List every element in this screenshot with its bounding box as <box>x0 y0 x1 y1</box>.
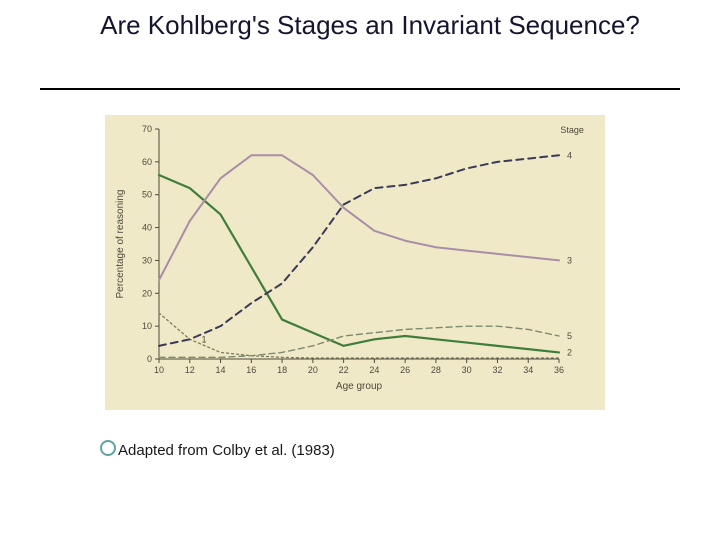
svg-text:60: 60 <box>142 157 152 167</box>
svg-text:5: 5 <box>567 331 572 341</box>
svg-text:34: 34 <box>523 365 533 375</box>
title-block: Are Kohlberg's Stages an Invariant Seque… <box>80 10 660 49</box>
svg-text:16: 16 <box>246 365 256 375</box>
svg-text:12: 12 <box>185 365 195 375</box>
bullet-icon <box>100 440 116 456</box>
svg-text:Age group: Age group <box>336 381 383 392</box>
svg-text:26: 26 <box>400 365 410 375</box>
svg-text:20: 20 <box>308 365 318 375</box>
svg-text:30: 30 <box>462 365 472 375</box>
caption-line: Adapted from Colby et al. (1983) <box>100 440 335 459</box>
svg-text:0: 0 <box>147 354 152 364</box>
slide: Are Kohlberg's Stages an Invariant Seque… <box>0 0 720 540</box>
slide-title: Are Kohlberg's Stages an Invariant Seque… <box>80 10 660 41</box>
svg-text:24: 24 <box>369 365 379 375</box>
svg-text:14: 14 <box>216 365 226 375</box>
svg-text:3: 3 <box>567 255 572 265</box>
svg-text:40: 40 <box>142 223 152 233</box>
svg-text:22: 22 <box>339 365 349 375</box>
svg-text:18: 18 <box>277 365 287 375</box>
svg-text:30: 30 <box>142 255 152 265</box>
svg-text:32: 32 <box>492 365 502 375</box>
svg-text:20: 20 <box>142 288 152 298</box>
caption-text: Adapted from Colby et al. (1983) <box>118 442 335 459</box>
svg-text:36: 36 <box>554 365 564 375</box>
svg-text:2: 2 <box>567 347 572 357</box>
svg-text:70: 70 <box>142 124 152 134</box>
svg-text:10: 10 <box>142 321 152 331</box>
svg-text:10: 10 <box>154 365 164 375</box>
chart: 0102030405060701012141618202224262830323… <box>105 115 605 410</box>
svg-text:Percentage of reasoning: Percentage of reasoning <box>115 190 126 299</box>
chart-svg: 0102030405060701012141618202224262830323… <box>105 115 605 410</box>
svg-text:28: 28 <box>431 365 441 375</box>
svg-text:50: 50 <box>142 190 152 200</box>
title-underline <box>40 88 680 90</box>
svg-text:1: 1 <box>201 334 206 344</box>
svg-text:4: 4 <box>567 150 572 160</box>
svg-text:Stage: Stage <box>560 125 584 135</box>
